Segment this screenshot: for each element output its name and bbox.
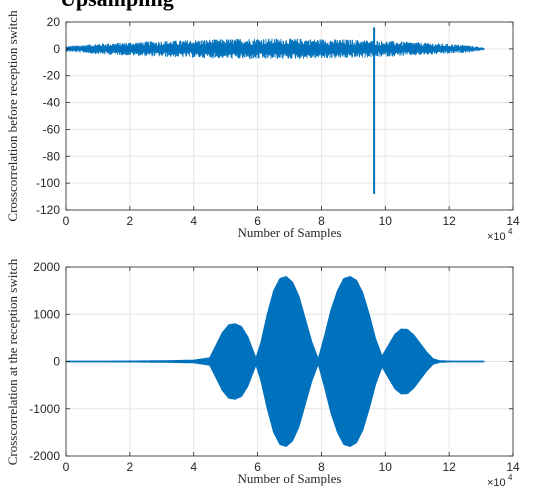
x-axis-multiplier-exponent: 4 xyxy=(508,473,513,482)
x-axis-multiplier-exponent: 4 xyxy=(508,227,513,236)
top-chart-panel: 0 2 4 6 8 10 12 14 20 0 -20 -40 -60 -80 -100 -120 Number… xyxy=(5,10,520,243)
x-tick-label: 0 xyxy=(63,460,70,474)
x-axis-label: Number of Samples xyxy=(238,471,342,486)
y-tick-label: 0 xyxy=(53,355,60,369)
x-axis-label: Number of Samples xyxy=(238,225,342,240)
x-tick-label: 6 xyxy=(254,214,261,228)
x-tick-label: 0 xyxy=(63,214,70,228)
x-tick-label: 14 xyxy=(506,214,520,228)
y-axis-label: Crosscorrelation before reception switch xyxy=(5,10,20,222)
x-tick-label: 8 xyxy=(318,214,325,228)
y-tick-label: -20 xyxy=(43,69,61,83)
x-axis-multiplier: ×10 xyxy=(487,231,506,243)
y-tick-label: -120 xyxy=(36,203,60,217)
x-tick-label: 2 xyxy=(127,214,134,228)
axes-box xyxy=(65,21,514,211)
y-tick-label: -80 xyxy=(43,149,61,163)
x-tick-label: 14 xyxy=(506,460,520,474)
y-tick-label: 1000 xyxy=(33,307,60,321)
x-axis-multiplier: ×10 xyxy=(487,477,506,489)
y-tick-label: -100 xyxy=(36,176,60,190)
x-tick-label: 4 xyxy=(190,214,197,228)
y-tick-label: -60 xyxy=(43,122,61,136)
bottom-chart-panel: 0 2 4 6 8 10 12 14 2000 1000 0 -1000 -2000 Number of … xyxy=(5,258,520,489)
x-tick-label: 12 xyxy=(442,214,456,228)
y-tick-label: 0 xyxy=(53,42,60,56)
y-tick-label: -2000 xyxy=(29,449,60,463)
x-tick-label: 2 xyxy=(127,460,134,474)
x-tick-label: 12 xyxy=(442,460,456,474)
x-tick-label: 4 xyxy=(190,460,197,474)
x-tick-label: 8 xyxy=(318,460,325,474)
y-tick-label: -40 xyxy=(43,96,61,110)
x-tick-label: 10 xyxy=(379,214,393,228)
y-tick-label: 20 xyxy=(47,15,61,29)
y-tick-label: 2000 xyxy=(33,260,60,274)
y-axis-label: Crosscorrelation at the reception switch xyxy=(5,258,20,465)
x-tick-label: 10 xyxy=(379,460,393,474)
x-tick-label: 6 xyxy=(254,460,261,474)
y-tick-label: -1000 xyxy=(29,402,60,416)
figure-title-fragment: Upsampling xyxy=(60,0,174,11)
